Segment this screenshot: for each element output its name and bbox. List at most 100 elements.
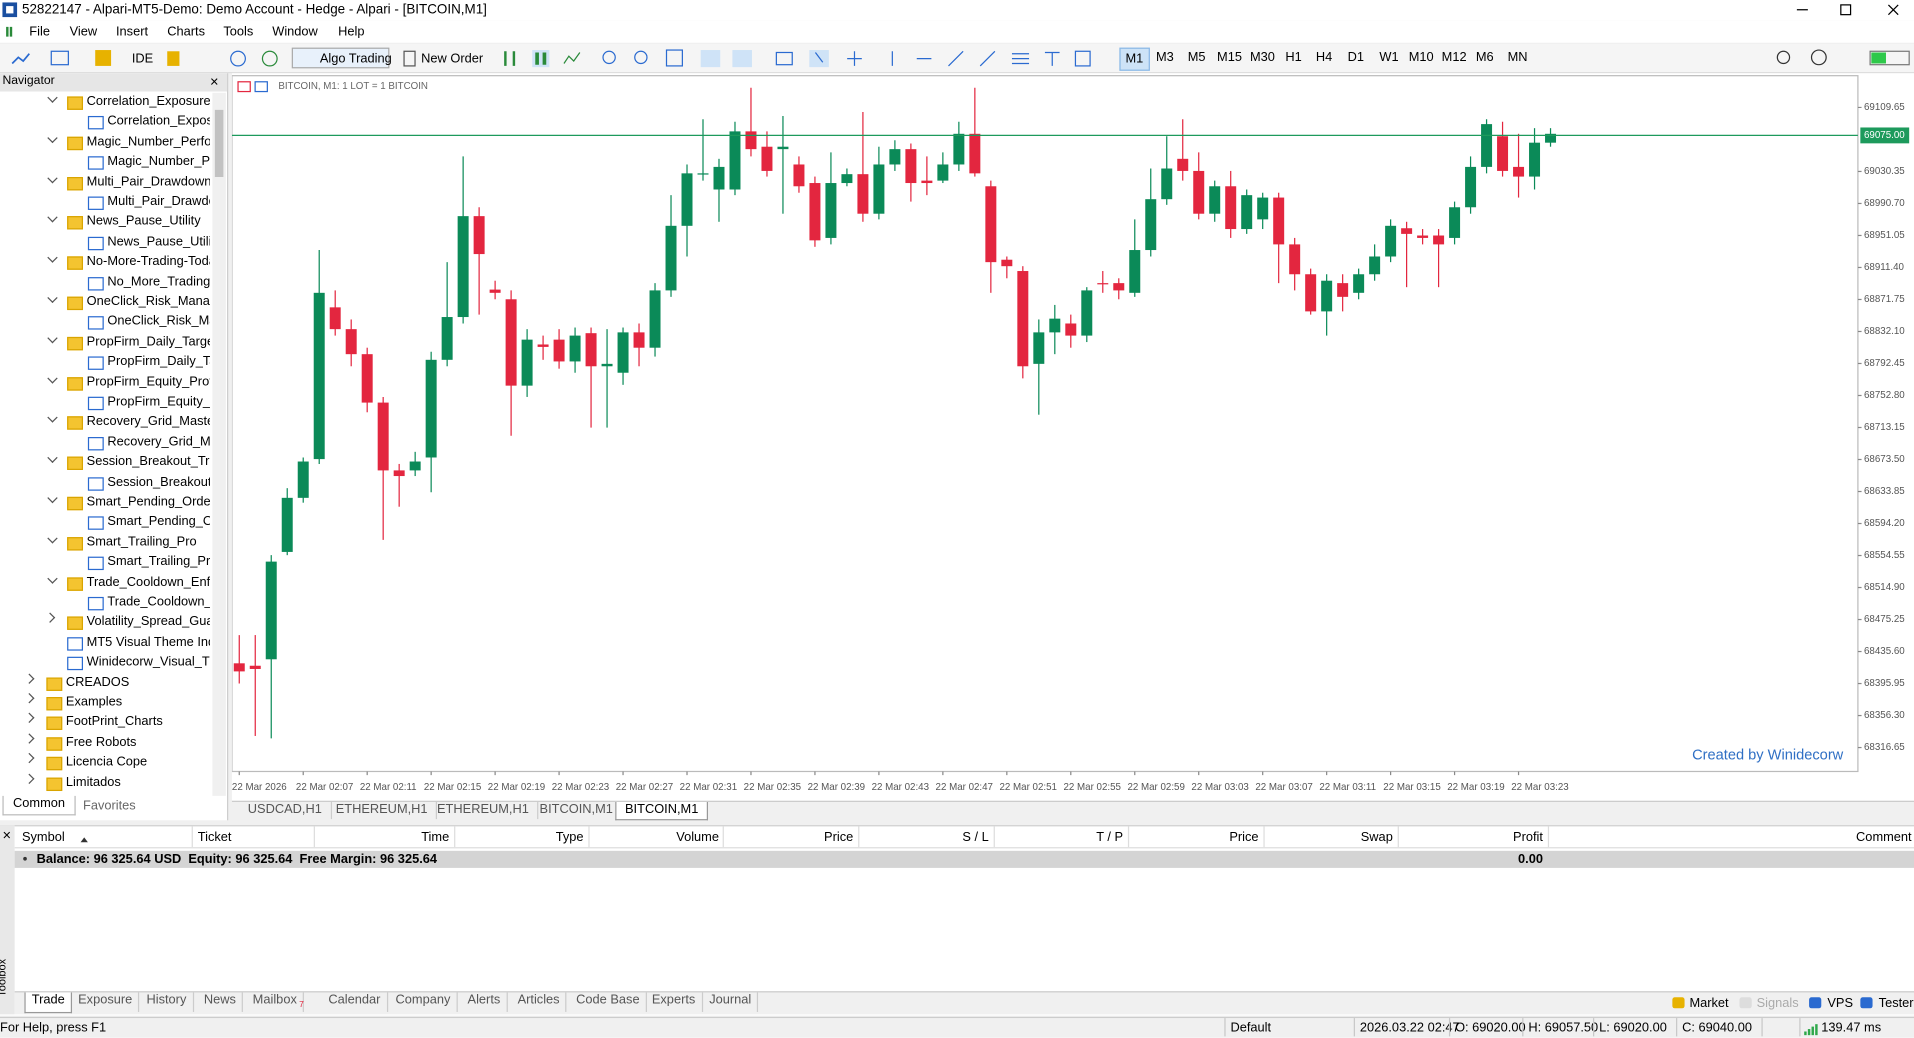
toolbox-tab[interactable]: History (140, 992, 194, 1012)
candle-body (681, 173, 693, 226)
tree-item[interactable]: Volatility_Spread_Guard (86, 614, 210, 630)
chart-tab[interactable]: ETHEREUM,H1 (428, 801, 539, 820)
toolbox-tab[interactable]: Alerts (461, 992, 508, 1012)
timeframe-button[interactable]: MN (1507, 50, 1528, 65)
menu-item[interactable]: View (69, 24, 98, 40)
column-header[interactable]: Swap (1360, 830, 1393, 845)
tree-item[interactable]: Session_Breakout_T (107, 474, 210, 490)
column-header[interactable]: S / L (962, 830, 989, 845)
toolbox-tab[interactable]: Journal (703, 992, 759, 1012)
tree-item[interactable]: Smart_Pending_Orc (107, 514, 210, 530)
tree-item[interactable]: PropFirm_Daily_Tar (107, 354, 210, 369)
column-separator (1547, 826, 1550, 848)
tree-item[interactable]: PropFirm_Equity_Pr (107, 394, 210, 409)
tree-item[interactable]: Smart_Trailing_Pro (86, 534, 197, 550)
tree-item[interactable]: PropFirm_Equity_Protec (86, 374, 210, 389)
menu-item[interactable]: File (29, 24, 50, 40)
service-button[interactable]: VPS (1827, 996, 1854, 1011)
service-button[interactable]: Tester (1878, 996, 1914, 1011)
toolbox-tab[interactable]: Articles (511, 992, 567, 1012)
tree-item[interactable]: Smart_Pending_Order_I (86, 494, 210, 510)
toolbox-tab[interactable]: Trade (24, 992, 73, 1014)
tree-item[interactable]: Multi_Pair_Drawdown_I (86, 174, 210, 189)
tree-item[interactable]: Smart_Trailing_Pro (107, 554, 210, 570)
column-header[interactable]: Ticket (197, 830, 232, 845)
timeframe-button[interactable]: M12 (1441, 50, 1467, 65)
tree-item[interactable]: Trade_Cooldown_Enfor (86, 574, 210, 590)
chart-tab[interactable]: BITCOIN,M1 (615, 801, 709, 821)
tree-item[interactable]: No_More_Trading_ (107, 274, 210, 289)
tree-item[interactable]: No-More-Trading-Toda (86, 254, 210, 269)
navigator-close[interactable]: × (209, 73, 219, 91)
tree-item[interactable]: PropFirm_Daily_Target_ (86, 334, 210, 349)
timeframe-button[interactable]: M5 (1187, 50, 1206, 65)
signal-bar (1804, 1031, 1807, 1036)
toolbox-tab[interactable]: Code Base (570, 992, 647, 1012)
toolbox-close[interactable]: × (2, 826, 12, 844)
tree-item[interactable]: Examples (65, 694, 123, 710)
menu-item[interactable]: Help (338, 24, 365, 40)
tree-item[interactable]: Correlation_Exposure_C (86, 93, 210, 109)
timeframe-button[interactable]: M1 (1119, 47, 1150, 71)
tree-item[interactable]: Recovery_Grid_Master (86, 414, 210, 429)
toolbox-tab[interactable]: Mailbox (247, 992, 305, 1012)
tree-item[interactable]: OneClick_Risk_Mar (107, 314, 210, 329)
menu-item[interactable]: Insert (115, 24, 149, 40)
tree-item[interactable]: CREADOS (65, 674, 130, 690)
column-header[interactable]: Profit (1513, 830, 1543, 845)
tree-item[interactable]: MT5 Visual Theme Indi (86, 634, 210, 650)
tree-item[interactable]: Multi_Pair_Drawdov (107, 194, 210, 209)
timeframe-button[interactable]: M10 (1408, 50, 1434, 65)
column-header[interactable]: Symbol (21, 830, 65, 845)
tree-item[interactable]: Trade_Cooldown_Er (107, 594, 210, 610)
column-header[interactable]: Comment (1856, 830, 1912, 845)
tree-item[interactable]: Recovery_Grid_Mas (107, 434, 210, 449)
tree-item[interactable]: Magic_Number_Perforr (86, 134, 210, 149)
timeframe-button[interactable]: D1 (1347, 50, 1365, 65)
tree-item[interactable]: Licencia Cope (65, 754, 148, 770)
toolbox-tab[interactable]: Company (389, 992, 458, 1012)
toolbox-tab[interactable]: Experts (646, 992, 703, 1012)
tree-item[interactable]: Limitados (65, 774, 121, 790)
toolbox-tab[interactable]: Exposure (72, 992, 140, 1012)
navigator-tab[interactable]: Common (2, 795, 76, 816)
toolbox-tab[interactable]: News (198, 992, 244, 1012)
chart-tab[interactable]: ETHEREUM,H1 (327, 801, 438, 820)
chart-tab[interactable]: BITCOIN,M1 (531, 801, 623, 820)
column-header[interactable]: T / P (1096, 830, 1124, 845)
service-button[interactable]: Market (1689, 996, 1729, 1011)
timeframe-button[interactable]: M30 (1249, 50, 1275, 65)
chart-tab[interactable]: USDCAD,H1 (239, 801, 332, 820)
navigator-tab[interactable]: Favorites (83, 798, 136, 813)
column-header[interactable]: Volume (676, 830, 719, 845)
timeframe-button[interactable]: H1 (1285, 50, 1302, 65)
tree-item[interactable]: News_Pause_Utility (107, 234, 210, 249)
tree-item[interactable]: Free Robots (65, 734, 137, 750)
y-tick-label: 68514.90 (1864, 582, 1905, 593)
menu-item[interactable]: Window (272, 24, 318, 40)
timeframe-button[interactable]: M6 (1475, 50, 1494, 65)
tree-item[interactable]: OneClick_Risk_Manage (86, 294, 210, 309)
tree-item[interactable]: Winidecorw_Visual_The (86, 654, 210, 670)
tree-item[interactable]: FootPrint_Charts (65, 714, 163, 730)
tree-item[interactable]: News_Pause_Utility (86, 214, 201, 229)
tree-item[interactable]: Magic_Number_Pe (107, 154, 210, 169)
service-button[interactable]: Signals (1756, 996, 1799, 1011)
candle-body (393, 470, 405, 477)
tree-item[interactable]: Correlation_Exposu (107, 114, 210, 129)
new-order-button[interactable]: New Order (421, 51, 484, 66)
column-header[interactable]: Time (421, 830, 450, 845)
timeframe-button[interactable]: H4 (1315, 50, 1333, 65)
column-header[interactable]: Price (824, 830, 854, 845)
timeframe-button[interactable]: W1 (1379, 50, 1399, 65)
toolbox-tab[interactable]: Calendar (322, 992, 388, 1012)
algo-trading-button[interactable]: Algo Trading (291, 47, 392, 69)
menu-item[interactable]: Tools (223, 24, 254, 40)
column-header[interactable]: Price (1229, 830, 1259, 845)
tree-item[interactable]: Session_Breakout_Trade (86, 454, 210, 469)
menu-item[interactable]: Charts (167, 24, 206, 40)
ide-button[interactable]: IDE (131, 51, 154, 66)
timeframe-button[interactable]: M3 (1156, 50, 1174, 65)
timeframe-button[interactable]: M15 (1217, 50, 1242, 65)
column-header[interactable]: Type (555, 830, 584, 845)
